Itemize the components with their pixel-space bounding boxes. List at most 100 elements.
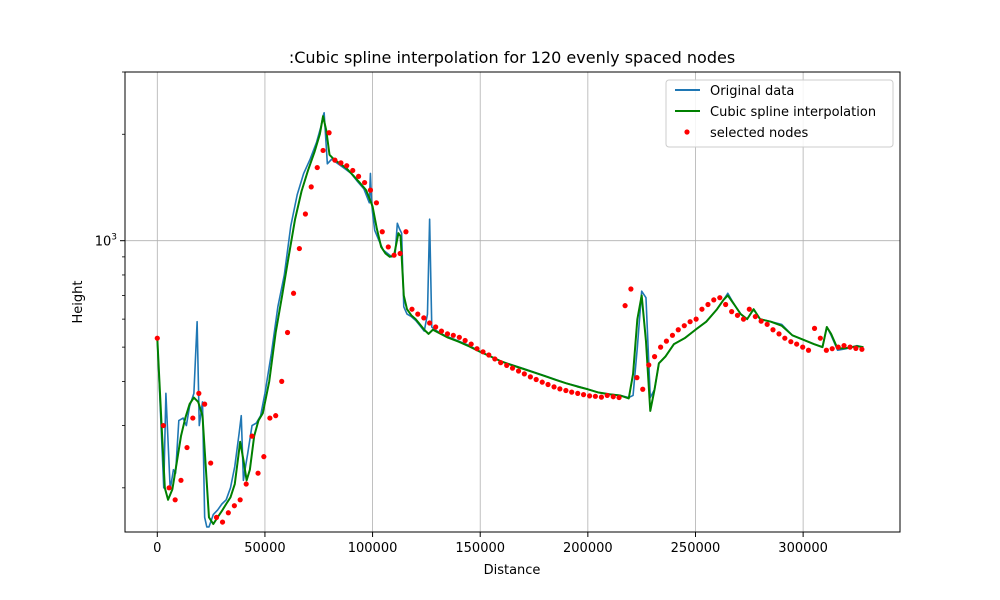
node-point bbox=[805, 347, 812, 353]
node-point bbox=[628, 286, 634, 292]
node-point bbox=[533, 376, 539, 383]
series-layer bbox=[154, 112, 865, 528]
node-point bbox=[586, 393, 593, 399]
node-point bbox=[178, 477, 184, 483]
node-point bbox=[208, 460, 214, 466]
node-point bbox=[687, 319, 693, 325]
node-point bbox=[557, 386, 563, 392]
legend-swatch-selected-nodes bbox=[684, 129, 690, 135]
node-point bbox=[456, 334, 462, 340]
node-point bbox=[355, 173, 362, 179]
node-point bbox=[225, 510, 231, 516]
node-point bbox=[290, 290, 297, 296]
node-point bbox=[427, 320, 433, 326]
node-point bbox=[421, 315, 427, 321]
node-point bbox=[681, 323, 687, 329]
node-point bbox=[740, 316, 747, 322]
node-point bbox=[273, 413, 279, 419]
node-point bbox=[634, 375, 640, 381]
node-point bbox=[373, 200, 380, 206]
node-point bbox=[444, 331, 451, 337]
x-axis-label: Distance bbox=[484, 563, 541, 578]
node-point bbox=[788, 339, 794, 345]
node-point bbox=[829, 346, 835, 352]
legend: Original data Cubic spline interpolation… bbox=[665, 79, 894, 148]
x-tick-label: 200000 bbox=[563, 541, 613, 556]
chart-title: :Cubic spline interpolation for 120 even… bbox=[289, 48, 735, 67]
x-tick-label: 0 bbox=[153, 541, 161, 556]
node-point bbox=[622, 303, 628, 309]
x-tick-label: 300000 bbox=[778, 541, 828, 556]
node-point bbox=[770, 327, 776, 333]
node-point bbox=[492, 356, 498, 362]
node-point bbox=[362, 179, 368, 186]
node-point bbox=[782, 335, 788, 341]
node-point bbox=[800, 344, 806, 350]
node-point bbox=[190, 415, 196, 421]
node-point bbox=[545, 381, 551, 388]
node-point bbox=[379, 229, 385, 235]
plot-area bbox=[154, 112, 865, 528]
node-point bbox=[213, 514, 220, 520]
series-line-cubic-spline-interpolation bbox=[156, 115, 864, 526]
node-point bbox=[160, 422, 166, 429]
node-point bbox=[776, 331, 782, 337]
node-point bbox=[610, 394, 616, 400]
node-point bbox=[823, 347, 829, 353]
node-point bbox=[835, 344, 841, 350]
node-point bbox=[438, 328, 445, 334]
node-point bbox=[279, 378, 285, 384]
x-tick-label: 100000 bbox=[348, 541, 398, 556]
node-point bbox=[284, 329, 291, 336]
node-point bbox=[598, 394, 605, 400]
node-point bbox=[433, 324, 439, 330]
node-point bbox=[367, 187, 374, 193]
node-point bbox=[758, 318, 764, 324]
node-point bbox=[261, 454, 267, 460]
node-point bbox=[711, 297, 717, 303]
node-point bbox=[527, 374, 533, 380]
node-point bbox=[344, 163, 350, 169]
node-point bbox=[231, 503, 237, 509]
node-point bbox=[314, 164, 320, 171]
node-point bbox=[403, 229, 409, 235]
node-point bbox=[474, 346, 480, 352]
node-point bbox=[468, 341, 474, 347]
node-point bbox=[746, 306, 752, 312]
node-point bbox=[302, 211, 308, 217]
node-point bbox=[569, 389, 575, 395]
node-point bbox=[320, 147, 326, 154]
node-point bbox=[640, 386, 646, 392]
legend-label-selected-nodes: selected nodes bbox=[710, 126, 808, 141]
node-point bbox=[616, 394, 622, 401]
x-tick-label: 150000 bbox=[455, 541, 505, 556]
node-point bbox=[480, 349, 486, 355]
node-point bbox=[811, 325, 818, 331]
node-point bbox=[196, 390, 202, 396]
node-point bbox=[350, 167, 356, 174]
node-point bbox=[539, 379, 545, 385]
node-point bbox=[794, 341, 800, 347]
node-point bbox=[172, 497, 178, 503]
node-point bbox=[415, 311, 421, 317]
legend-label-original-data: Original data bbox=[710, 84, 794, 99]
node-point bbox=[575, 390, 581, 396]
node-point bbox=[663, 338, 670, 344]
node-point bbox=[521, 371, 527, 377]
node-point bbox=[202, 401, 208, 407]
node-point bbox=[669, 332, 676, 338]
node-point bbox=[219, 519, 226, 525]
plot-frame bbox=[124, 71, 901, 533]
node-point bbox=[723, 301, 729, 308]
node-point bbox=[859, 346, 865, 352]
node-point bbox=[237, 497, 243, 503]
node-point bbox=[847, 344, 853, 350]
node-point bbox=[841, 343, 847, 349]
node-point bbox=[646, 362, 652, 368]
node-point bbox=[563, 387, 569, 394]
node-point bbox=[592, 393, 598, 399]
node-point bbox=[675, 327, 681, 333]
node-point bbox=[551, 384, 557, 390]
node-point bbox=[504, 362, 510, 368]
